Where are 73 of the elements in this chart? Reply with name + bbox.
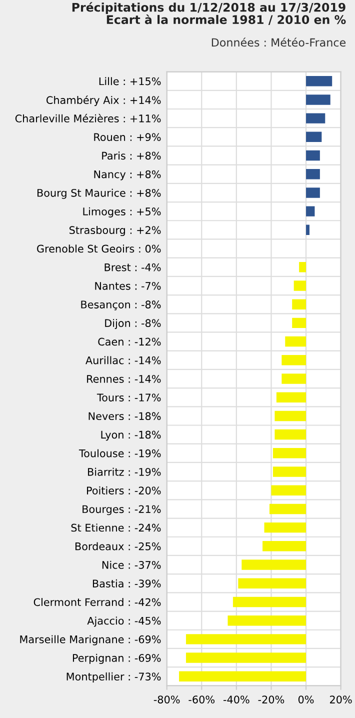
bar — [292, 318, 306, 328]
bar — [306, 113, 326, 124]
bar — [272, 466, 306, 477]
y-tick-label: St Etienne : -24% — [71, 524, 161, 532]
y-tick-label: Marseille Marignane : -69% — [20, 635, 161, 646]
bar — [269, 504, 306, 514]
bar — [262, 541, 306, 552]
bar — [238, 578, 306, 588]
bar — [186, 634, 306, 644]
y-tick-label: Bourg St Maurice : +8% — [37, 188, 161, 199]
x-tick-label: -60% — [188, 696, 215, 704]
y-tick-label: Tours : -17% — [96, 394, 161, 402]
y-tick-label: Aurillac : -14% — [86, 356, 161, 364]
y-tick-label: Rouen : +9% — [94, 133, 161, 142]
bar — [274, 429, 306, 440]
x-tick-label: 0% — [298, 696, 314, 704]
bar — [299, 262, 306, 272]
y-tick-label: Bordeaux : -25% — [75, 542, 161, 550]
bar — [306, 188, 320, 198]
bar — [282, 374, 306, 384]
y-tick-label: Ajaccio : -45% — [87, 616, 161, 627]
bar — [306, 224, 310, 236]
bar — [242, 560, 306, 570]
bar — [306, 150, 320, 161]
bar — [306, 132, 322, 142]
bar — [306, 169, 320, 180]
bar — [306, 76, 332, 86]
y-tick-label: Rennes : -14% — [87, 374, 161, 383]
bar — [179, 671, 306, 682]
y-tick-label: Montpellier : -73% — [66, 672, 161, 683]
y-tick-label: Lyon : -18% — [101, 430, 161, 441]
bar — [292, 299, 306, 310]
y-tick-label: Toulouse : -19% — [78, 449, 161, 458]
bar — [294, 280, 306, 291]
y-tick-label: Bastia : -39% — [92, 579, 161, 588]
y-tick-label: Lille : +15% — [99, 77, 161, 86]
y-tick-label: Nevers : -18% — [88, 412, 161, 420]
y-tick-label: Perpignan : -69% — [72, 654, 161, 664]
bar — [282, 355, 306, 366]
y-tick-label: Limoges : +5% — [83, 207, 161, 218]
bar — [272, 448, 306, 458]
y-tick-label: Bourges : -21% — [82, 505, 161, 516]
bar — [276, 392, 306, 402]
y-tick-label: Grenoble St Geoirs : 0% — [37, 244, 161, 253]
y-tick-label: Chambéry Aix : +14% — [46, 96, 161, 106]
x-tick-label: -20% — [258, 696, 284, 704]
y-tick-label: Nantes : -7% — [95, 282, 161, 290]
bar — [186, 652, 306, 663]
chart-title: Précipitations du 1/12/2018 au 17/3/2019 Ecart à la normale 1981 / 2010 en % — [72, 2, 346, 26]
y-tick-label: Caen : -12% — [98, 338, 161, 346]
bar — [271, 485, 306, 496]
bar — [228, 615, 306, 626]
y-tick-label: Paris : +8% — [102, 152, 161, 160]
y-tick-label: Nancy : +8% — [94, 170, 161, 180]
bar — [306, 94, 330, 105]
y-tick-label: Strasbourg : +2% — [70, 226, 161, 236]
bar — [285, 336, 306, 347]
y-tick-label: Clermont Ferrand : -42% — [34, 598, 161, 606]
x-tick-label: 20% — [330, 696, 352, 704]
y-tick-label: Charleville Mézières : +11% — [15, 114, 161, 122]
y-tick-label: Biarritz : -19% — [88, 468, 161, 476]
y-tick-label: Besançon : -8% — [81, 300, 161, 310]
y-tick-label: Poitiers : -20% — [87, 486, 161, 494]
x-tick-label: -80% — [154, 696, 180, 704]
bar — [306, 206, 315, 216]
chart-subtitle: Données : Météo-France — [212, 38, 346, 47]
bar — [274, 410, 306, 422]
bar — [264, 522, 306, 533]
bar — [232, 596, 306, 608]
x-tick-label: -40% — [223, 696, 250, 704]
y-tick-label: Brest : -4% — [104, 263, 161, 272]
y-tick-label: Nice : -37% — [102, 560, 161, 569]
y-tick-label: Dijon : -8% — [105, 318, 161, 330]
